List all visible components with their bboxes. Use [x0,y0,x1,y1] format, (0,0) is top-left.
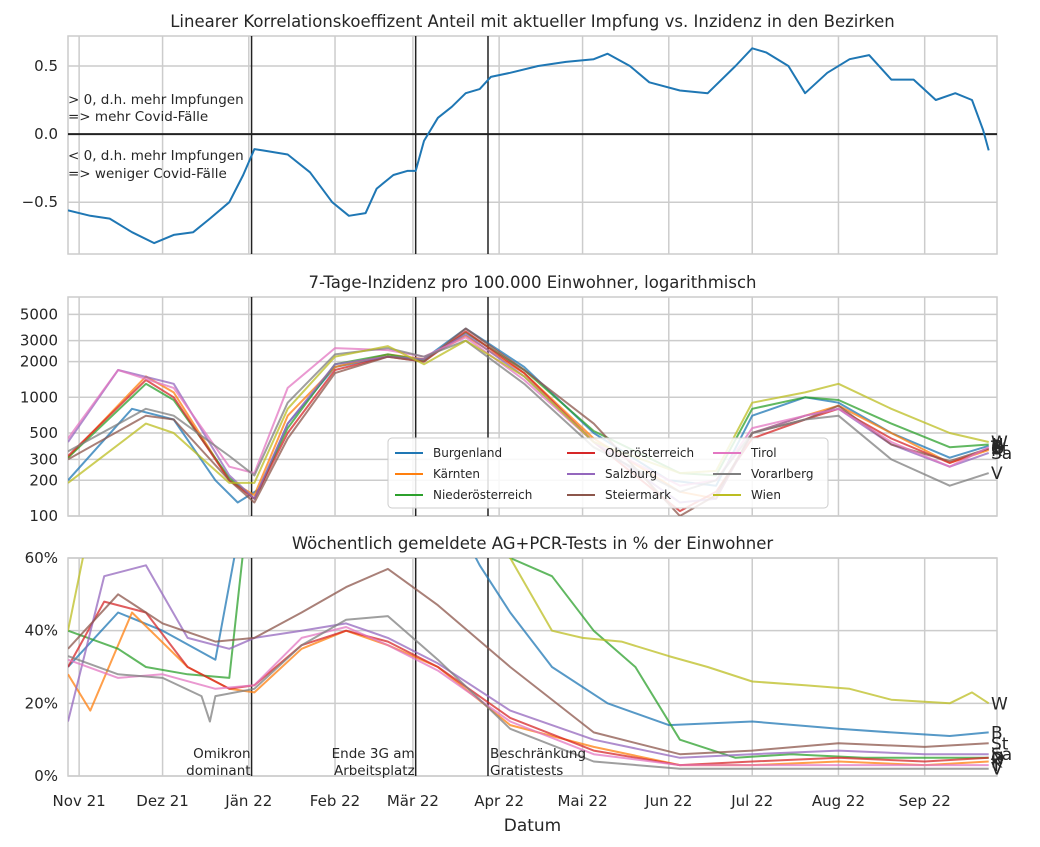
x-tick-label: Aug 22 [812,792,865,810]
legend-label: Oberösterreich [605,446,694,460]
end-label: W [991,433,1008,453]
end-label: W [991,694,1008,714]
series-line-tirol [68,626,989,767]
series-line-niederösterreich [68,558,989,759]
axes-frame [67,296,998,517]
end-label: N [991,436,1004,456]
y-tick-label: 60% [25,549,58,567]
legend-label: Niederösterreich [433,488,532,502]
x-tick-label: Sep 22 [899,792,951,810]
series-line-wien [68,558,990,705]
x-tick-label: Jun 22 [644,792,692,810]
annotation-text: Gratistests [490,763,563,779]
series-group [68,558,990,770]
end-label: V [991,760,1003,780]
panel-title: 7-Tage-Inzidenz pro 100.000 Einwohner, l… [309,273,757,292]
panel-1: 0.5 0.0 −0.5 Linearer Korrelationskoeffizen… [22,12,998,255]
annotation-text: Ende 3G am [332,746,415,762]
annotation-text: Beschränkung [490,746,586,762]
x-tick-label: Apr 22 [474,792,524,810]
annotation-text: Arbeitsplatz [334,763,415,779]
end-label: B [991,437,1003,457]
y-tick-label: 3000 [20,332,58,350]
x-tick-label: Dez 21 [136,792,189,810]
y-tick-label: 2000 [20,353,58,371]
y-tick-label: 40% [25,622,58,640]
series-line-burgenland [68,558,989,737]
y-tick-label: 0.0 [34,125,58,143]
y-tick-label: 20% [25,694,58,712]
legend-label: Kärnten [433,467,480,481]
series-line-steiermark [68,567,989,756]
end-label: T [990,756,1002,776]
x-tick-label: Feb 22 [310,792,360,810]
panel-title: Linearer Korrelationskoeffizent Anteil m… [170,12,895,31]
series-line-oberösterreich [68,600,989,767]
end-label: Sa [991,745,1012,765]
annotation-text: dominant [186,763,250,779]
end-label: St [991,440,1009,460]
legend-label: Tirol [750,446,777,460]
y-tick-label: 500 [29,424,58,442]
y-tick-label: 300 [29,450,58,468]
legend-label: Vorarlberg [751,467,814,481]
x-tick-label: Nov 21 [53,792,106,810]
end-label: K [991,441,1003,461]
x-tick-label: Mai 22 [557,792,607,810]
annotation-text: > 0, d.h. mehr Impfungen [68,92,244,108]
x-tick-label: Jän 22 [224,792,272,810]
y-tick-label: 200 [29,471,58,489]
legend-label: Steiermark [605,488,671,502]
annotation-text: < 0, d.h. mehr Impfungen [68,148,244,164]
legend-label: Salzburg [605,467,657,481]
end-label: T [990,438,1002,458]
legend-label: Wien [751,488,781,502]
end-label: N [991,749,1004,769]
x-axis-label: Datum [504,816,562,836]
series-line-vorarlberg [68,339,990,493]
legend: Burgenland Kärnten Niederösterreich Oberöst… [387,437,829,509]
series-line-korrelation [68,47,990,245]
series-group [68,47,990,245]
series-line-vorarlberg [68,615,989,770]
end-label: Sa [991,444,1012,464]
panel-title: Wöchentlich gemeldete AG+PCR-Tests in % … [292,534,774,553]
annotation-text: => weniger Covid-Fälle [68,166,227,182]
legend-label: Burgenland [433,446,502,460]
y-tick-label: 0% [34,767,58,785]
end-label: K [991,752,1003,772]
end-label: O [991,440,1004,460]
y-tick-label: 5000 [20,305,58,323]
end-label: B [991,723,1003,743]
series-group [68,327,990,516]
legend-box [387,437,829,509]
series-line-salzburg [68,564,989,759]
end-label: V [991,464,1003,484]
end-label: O [991,749,1004,769]
annotation-text: => mehr Covid-Fälle [68,109,208,125]
x-tick-label: Mär 22 [387,792,439,810]
y-tick-label: 0.5 [34,57,58,75]
x-tick-label: Jul 22 [730,792,773,810]
y-tick-label: 100 [29,507,58,525]
end-label: St [991,734,1009,754]
series-line-wien [68,339,989,484]
axes-frame [67,35,998,255]
y-tick-label: −0.5 [22,193,58,211]
y-tick-label: 1000 [20,388,58,406]
series-line-steiermark [68,327,990,516]
annotation-text: Omikron [193,746,250,762]
